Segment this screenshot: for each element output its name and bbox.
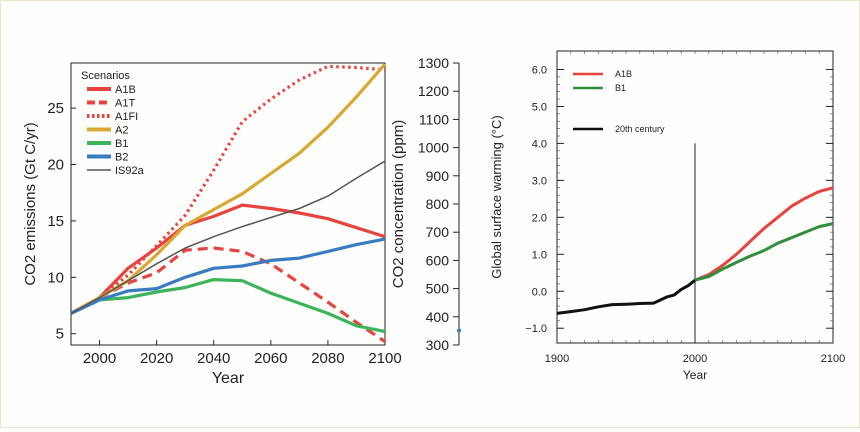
y-tick-label: 10 bbox=[47, 269, 64, 286]
y-tick-label: 0.0 bbox=[532, 286, 547, 298]
x-tick-label: 2080 bbox=[311, 350, 344, 367]
x-tick-label: 2000 bbox=[83, 350, 116, 367]
series-line-b2 bbox=[70, 237, 386, 315]
right-axis-label: CO2 concentration (ppm) bbox=[390, 120, 407, 288]
series-line-a1fi bbox=[70, 64, 386, 315]
legend-label: A1B bbox=[115, 84, 136, 96]
legend-title: Scenarios bbox=[81, 70, 130, 82]
right-tick-label: 1200 bbox=[418, 83, 449, 99]
x-tick-label: 2000 bbox=[683, 353, 707, 365]
legend-label: B1 bbox=[115, 138, 128, 150]
right-tick-label: 600 bbox=[426, 252, 450, 268]
right-tick-label: 300 bbox=[426, 337, 450, 353]
legend-label: 20th century bbox=[615, 124, 665, 134]
right-tick-label: 800 bbox=[426, 196, 450, 212]
y-tick-label: 20 bbox=[47, 157, 64, 174]
right-tick-label: 1300 bbox=[418, 55, 449, 71]
x-axis-label: Year bbox=[683, 368, 707, 382]
right-tick-label: 700 bbox=[426, 224, 450, 240]
legend-label: B1 bbox=[615, 83, 626, 93]
right-tick-label: 900 bbox=[426, 168, 450, 184]
y-tick-label: 4.0 bbox=[532, 138, 547, 150]
x-tick-label: 2040 bbox=[197, 350, 230, 367]
series-line-20th-century bbox=[556, 279, 696, 315]
emissions-chart: 2000 2020 2040 2060 2080 2100 5 10 15 20 25 Year CO2… bbox=[22, 55, 462, 387]
series-line-a1b bbox=[694, 186, 834, 282]
y-tick-label: 15 bbox=[47, 213, 64, 230]
legend-label: B2 bbox=[115, 152, 128, 164]
series-line-b1 bbox=[70, 278, 386, 334]
y-tick-label: 2.0 bbox=[532, 212, 547, 224]
y-tick-label: −1.0 bbox=[525, 323, 547, 335]
x-tick-label: 2020 bbox=[140, 350, 173, 367]
right-tick-label: 1000 bbox=[418, 140, 449, 156]
series-line-a1t bbox=[70, 246, 386, 343]
right-tick-label: 400 bbox=[426, 309, 450, 325]
legend-label: IS92a bbox=[115, 165, 145, 177]
legend-label: A1B bbox=[615, 69, 632, 79]
series-line-a1b bbox=[70, 203, 386, 315]
y-tick-label: 1.0 bbox=[532, 249, 547, 261]
x-tick-label: 2060 bbox=[254, 350, 287, 367]
right-tick-label: 1100 bbox=[419, 111, 449, 127]
y-tick-label: 3.0 bbox=[532, 175, 547, 187]
y-tick-label: 25 bbox=[47, 100, 64, 117]
legend-label: A2 bbox=[115, 125, 128, 137]
b2-concentration-stub bbox=[456, 328, 462, 333]
y-axis-label: CO2 emissions (Gt C/yr) bbox=[22, 122, 39, 285]
y-tick-label: 6.0 bbox=[532, 64, 547, 76]
x-tick-label: 2100 bbox=[821, 353, 845, 365]
legend-label: A1FI bbox=[115, 111, 138, 123]
warming-chart: −1.0 0.0 1.0 2.0 3.0 4.0 5.0 6.0 1900 2000 2100 Yea… bbox=[489, 50, 845, 382]
y-tick-label: 5.0 bbox=[532, 101, 547, 113]
series-line-b1 bbox=[694, 222, 834, 282]
x-tick-label: 2100 bbox=[368, 350, 401, 367]
x-axis-label: Year bbox=[212, 370, 245, 387]
x-tick-label: 1900 bbox=[545, 353, 569, 365]
y-tick-label: 5 bbox=[56, 326, 64, 343]
right-tick-label: 500 bbox=[426, 281, 450, 297]
series-line-is92a bbox=[70, 160, 386, 315]
y-axis-label: Global surface warming (°C) bbox=[489, 115, 504, 278]
legend-label: A1T bbox=[115, 98, 135, 110]
plot-area-left bbox=[70, 62, 386, 346]
